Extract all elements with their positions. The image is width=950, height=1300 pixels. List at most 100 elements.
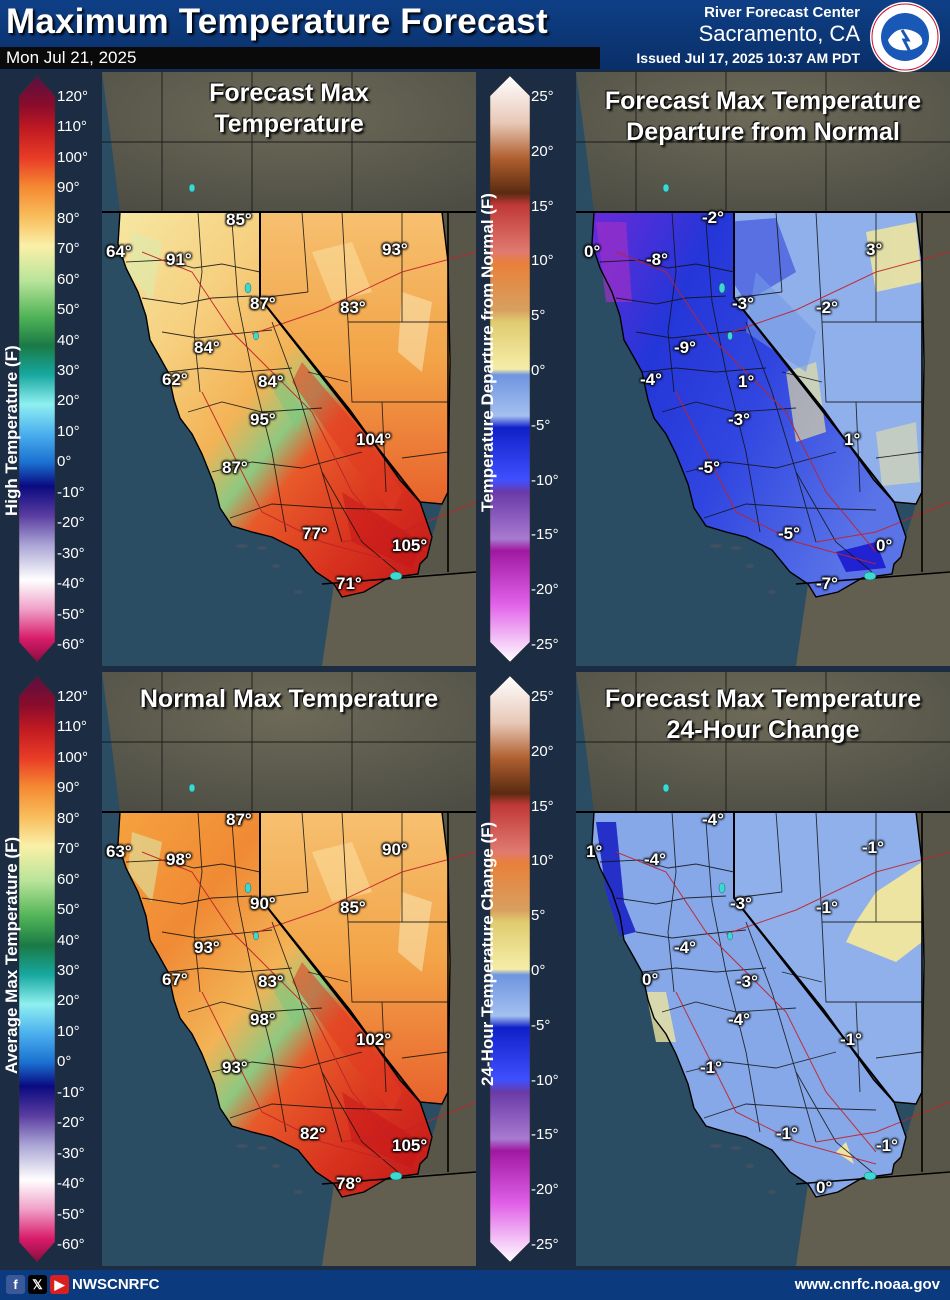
normal-temp-label: 82° — [300, 1124, 326, 1143]
forecast-temp-label: 87° — [222, 458, 248, 477]
high-temp-legend-tick: 50° — [57, 301, 80, 319]
forecast-map — [102, 72, 476, 666]
forecast-date: Mon Jul 21, 2025 — [6, 48, 137, 67]
forecast-title-line1: Forecast Max — [209, 79, 369, 107]
departure-legend: 25° 20° 15° 10° 5° 0° -5° -10° -15° -20° -25° Temp… — [476, 72, 576, 666]
high-temp-legend-tick: 30° — [57, 362, 80, 379]
change-legend-tick: 5° — [531, 907, 546, 925]
change-legend-tick: 15° — [531, 797, 554, 815]
change-legend-tick: -20° — [531, 1181, 559, 1199]
avg-temp-legend-tick: 10° — [57, 1022, 80, 1040]
change-legend-tick: -15° — [531, 1126, 559, 1144]
change-temp-label: -1° — [840, 1030, 862, 1049]
forecast-temp-label: 95° — [250, 410, 276, 429]
high-temp-legend-tick: 120° — [57, 88, 89, 105]
avg-temp-legend: 120° 110° 100° 90° 80° 70° 60° 50° 40° 30° 20° 10° 0… — [0, 672, 102, 1266]
normal-temp-label: 90° — [382, 840, 408, 859]
forecast-temp-label: 77° — [302, 524, 328, 543]
change-legend-tick: -10° — [531, 1071, 559, 1089]
normal-temp-label: 98° — [166, 850, 192, 869]
avg-temp-legend-tick: -30° — [57, 1144, 85, 1162]
high-temp-legend-title: High Temperature (F) — [2, 345, 21, 516]
avg-temp-legend-tick: 60° — [57, 870, 80, 888]
change-temp-label: -1° — [776, 1124, 798, 1143]
departure-map — [576, 72, 950, 666]
x-twitter-icon[interactable]: 𝕏 — [28, 1275, 47, 1294]
change-temp-label: -4° — [728, 1010, 750, 1029]
change-temp-label: -4° — [644, 850, 666, 869]
forecast-temp-label: 105° — [392, 536, 428, 555]
normal-temp-label: 63° — [106, 842, 132, 861]
change-temp-label: -1° — [876, 1136, 898, 1155]
forecast-title-line2: Temperature — [214, 110, 364, 138]
high-temp-colorbar — [18, 75, 56, 663]
youtube-icon[interactable]: ▶ — [50, 1275, 69, 1294]
high-temp-legend-tick: -50° — [57, 605, 85, 623]
departure-legend-tick: -15° — [531, 526, 559, 544]
departure-panel-title: Forecast Max Temperature Departure from N… — [576, 86, 950, 148]
forecast-temp-label: 62° — [162, 370, 188, 389]
departure-temp-label: -9° — [674, 338, 696, 357]
avg-temp-legend-tick: 100° — [57, 748, 89, 766]
departure-temp-label: 0° — [584, 242, 601, 261]
high-temp-legend: 120° 110° 100° 90° 80° 70° 60° 50° 40° 30° 20° 10° 0… — [0, 72, 102, 666]
high-temp-legend-tick: 60° — [57, 270, 80, 288]
change-temp-label: -3° — [736, 972, 758, 991]
forecast-temp-label: 84° — [258, 372, 284, 391]
departure-temp-label: -8° — [646, 250, 668, 269]
change-temp-label: -4° — [702, 810, 724, 829]
forecast-temp-label: 104° — [356, 430, 392, 449]
forecast-temp-label: 71° — [336, 574, 362, 593]
departure-legend-title: Temperature Departure from Normal (F) — [478, 193, 497, 512]
departure-temp-label: 3° — [866, 240, 883, 259]
normal-temp-label: 85° — [340, 898, 366, 917]
facebook-icon[interactable]: f — [6, 1275, 25, 1294]
forecast-panel-title: Forecast Max Temperature — [102, 78, 476, 140]
change-legend-tick: 0° — [531, 962, 546, 979]
avg-temp-legend-tick: 90° — [57, 779, 80, 797]
avg-temp-legend-tick: 70° — [57, 840, 80, 858]
forecast-temp-label: 85° — [226, 210, 252, 229]
high-temp-legend-tick: -60° — [57, 636, 85, 653]
change-colorbar — [489, 675, 531, 1263]
avg-temp-legend-tick: 30° — [57, 962, 80, 979]
departure-temp-label: 0° — [876, 536, 893, 555]
change-legend-tick: 25° — [531, 688, 554, 705]
avg-temp-legend-tick: -10° — [57, 1083, 85, 1101]
high-temp-legend-tick: -40° — [57, 575, 85, 593]
avg-temp-legend-tick: 0° — [57, 1053, 72, 1071]
departure-legend-tick: -25° — [531, 636, 559, 653]
avg-temp-legend-tick: 120° — [57, 688, 89, 705]
high-temp-legend-tick: 100° — [57, 148, 89, 166]
departure-legend-tick: 25° — [531, 88, 554, 105]
normal-temp-label: 83° — [258, 972, 284, 991]
departure-title-line2: Departure from Normal — [626, 118, 900, 146]
avg-temp-legend-tick: 50° — [57, 901, 80, 919]
change-temp-label: -3° — [730, 894, 752, 913]
change-title-line2: 24-Hour Change — [666, 716, 860, 744]
normal-title-line1: Normal Max Temperature — [139, 685, 439, 713]
office-location: Sacramento, CA — [698, 21, 860, 46]
departure-legend-tick: -20° — [531, 581, 559, 599]
high-temp-legend-tick: 0° — [57, 453, 72, 471]
normal-temp-label: 67° — [162, 970, 188, 989]
normal-temp-label: 78° — [336, 1174, 362, 1193]
avg-temp-legend-title: Average Max Temperature (F) — [2, 836, 21, 1074]
departure-temp-label: -5° — [698, 458, 720, 477]
website-link[interactable]: www.cnrfc.noaa.gov — [794, 1276, 940, 1293]
departure-temp-label: -4° — [640, 370, 662, 389]
change-legend-title: 24-Hour Temperature Change (F) — [478, 821, 497, 1086]
normal-temp-label: 90° — [250, 894, 276, 913]
normal-temp-label: 93° — [222, 1058, 248, 1077]
departure-temp-label: -3° — [732, 294, 754, 313]
departure-legend-tick: 5° — [531, 307, 546, 325]
departure-temp-label: -7° — [816, 574, 838, 593]
normal-temp-label: 102° — [356, 1030, 392, 1049]
change-temp-label: 0° — [816, 1178, 833, 1197]
departure-legend-tick: -10° — [531, 471, 559, 489]
departure-temp-label: -2° — [702, 208, 724, 227]
high-temp-legend-tick: -20° — [57, 514, 85, 532]
avg-temp-legend-tick: -40° — [57, 1175, 85, 1193]
departure-legend-tick: -5° — [531, 416, 551, 434]
social-handle[interactable]: NWSCNRFC — [72, 1276, 160, 1293]
